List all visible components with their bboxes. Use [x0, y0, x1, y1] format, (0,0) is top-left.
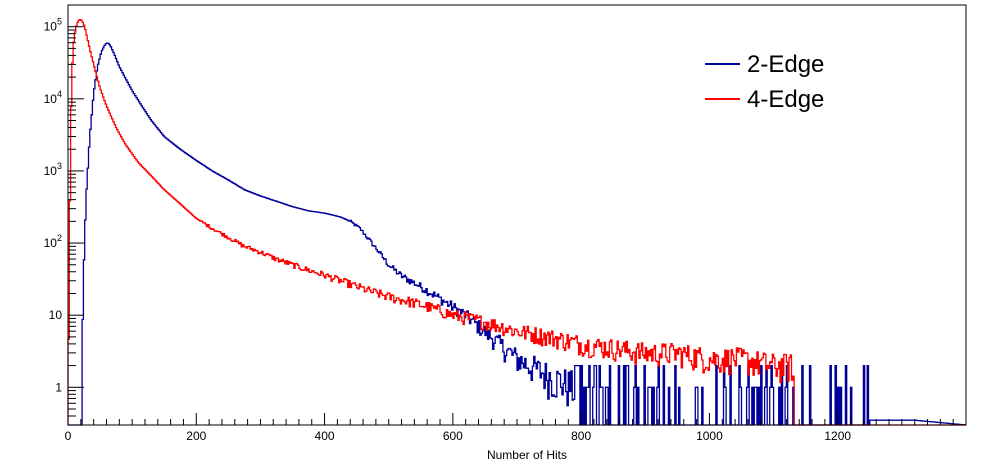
legend-label-0: 2-Edge	[747, 51, 824, 78]
legend-label-1: 4-Edge	[747, 86, 824, 113]
x-tick-label: 800	[571, 429, 591, 443]
series-line-0	[68, 42, 966, 426]
x-tick-label: 1000	[696, 429, 723, 443]
y-tick-label: 1	[55, 380, 62, 394]
x-tick-label: 600	[443, 429, 463, 443]
x-tick-label: 0	[65, 429, 72, 443]
y-tick-label: 10	[49, 308, 63, 322]
legend: 2-Edge 4-Edge	[705, 51, 824, 113]
plot-area	[67, 19, 966, 426]
x-tick-label: 400	[315, 429, 335, 443]
y-tick-label: 104	[44, 89, 62, 106]
y-tick-label: 103	[44, 161, 62, 178]
x-axis-title: Number of Hits	[487, 448, 567, 462]
series-line-1	[67, 19, 966, 426]
axes: 0 200 400 600 800 1000 1200 1 10 102 103 104 105	[44, 4, 967, 443]
x-tick-label: 200	[186, 429, 206, 443]
x-tick-label: 1200	[824, 429, 851, 443]
y-tick-label: 102	[44, 233, 62, 250]
y-tick-label: 105	[44, 17, 62, 34]
